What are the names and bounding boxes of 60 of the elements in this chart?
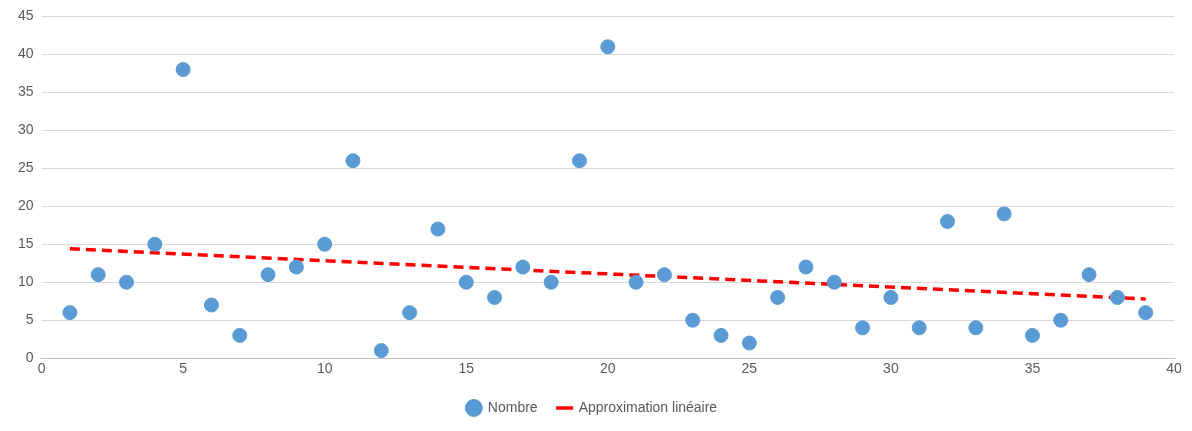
point [968, 320, 984, 336]
x-tick-label: 15 [458, 360, 475, 377]
point [430, 221, 446, 237]
point [147, 236, 163, 252]
point [288, 259, 304, 275]
point [90, 267, 106, 283]
point [1053, 312, 1069, 328]
point [713, 327, 729, 343]
y-tick-label: 40 [17, 45, 34, 62]
y-tick-label: 45 [17, 7, 34, 24]
y-tick-label: 35 [17, 83, 34, 100]
y-tick-label: 5 [25, 311, 34, 328]
point [260, 267, 276, 283]
legend-label: Nombre [487, 398, 538, 415]
legend-label: Approximation linéaire [578, 398, 718, 415]
x-tick-label: 0 [37, 360, 46, 377]
point [515, 259, 531, 275]
point [232, 327, 248, 343]
point [940, 213, 956, 229]
x-tick-label: 5 [179, 360, 188, 377]
x-tick-label: 25 [741, 360, 758, 377]
y-tick-label: 25 [17, 159, 34, 176]
point [487, 289, 503, 305]
y-tick-label: 30 [17, 121, 34, 138]
point [1138, 305, 1154, 321]
point [628, 274, 644, 290]
point [119, 274, 134, 290]
point [741, 335, 757, 351]
point [855, 320, 871, 336]
y-tick-label: 10 [17, 273, 34, 290]
point [175, 62, 191, 78]
x-tick-label: 40 [1166, 360, 1182, 377]
point [600, 39, 616, 55]
point [571, 153, 587, 169]
x-tick-label: 10 [316, 360, 333, 377]
point [1024, 327, 1040, 343]
point [996, 206, 1012, 222]
y-tick-label: 20 [17, 197, 34, 214]
point [345, 153, 361, 169]
point [373, 343, 389, 359]
y-tick-label: 0 [25, 349, 34, 366]
point [458, 274, 474, 290]
point [1081, 267, 1097, 283]
point [656, 267, 672, 283]
x-tick-label: 30 [883, 360, 899, 377]
point [826, 274, 842, 290]
point [543, 274, 559, 290]
point [317, 236, 333, 252]
x-tick-label: 20 [600, 360, 616, 377]
point [1109, 289, 1125, 305]
point [883, 289, 899, 305]
point [62, 305, 78, 321]
point [203, 297, 219, 313]
point [770, 289, 786, 305]
point [402, 305, 418, 321]
x-tick-label: 35 [1024, 360, 1041, 377]
point [911, 320, 927, 336]
y-tick-label: 15 [17, 235, 34, 252]
point [798, 259, 814, 275]
point [685, 312, 701, 328]
